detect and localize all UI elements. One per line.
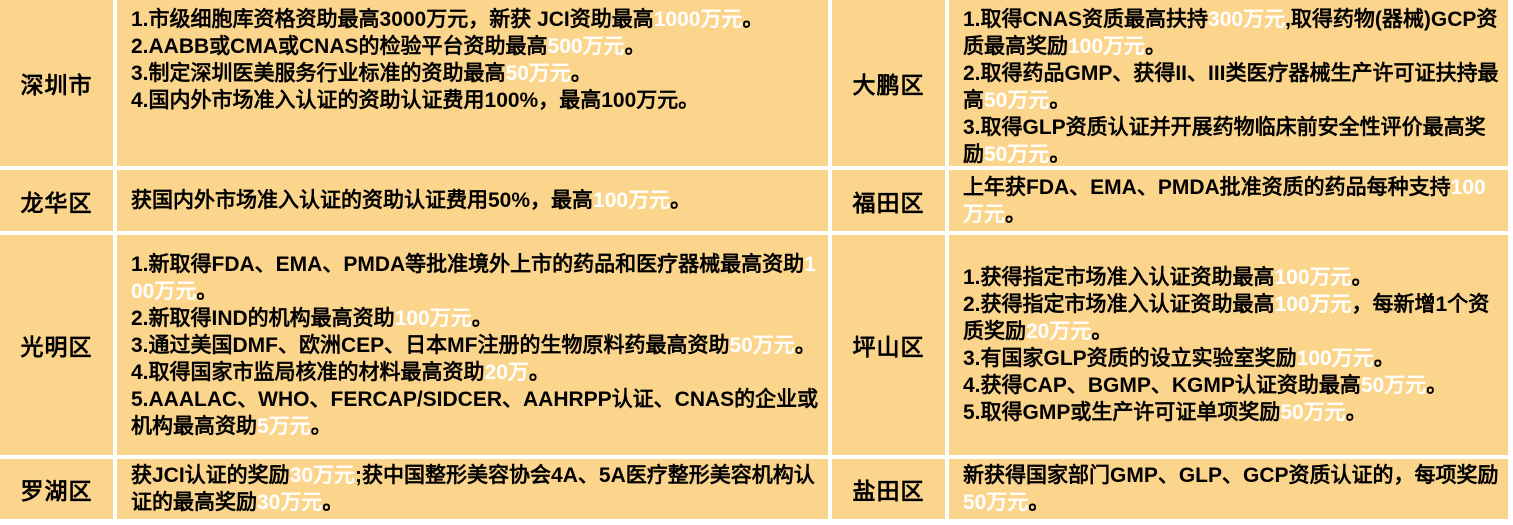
highlight-amount: 50万元 <box>984 89 1050 112</box>
subsidy-item: 1.市级细胞库资格资助最高3000万元，新获 JCI资助最高1000万元。 <box>131 8 764 31</box>
subsidy-item: 4.国内外市场准入认证的资助认证费用100%，最高100万元。 <box>131 89 700 112</box>
highlight-amount: 50万元 <box>1280 401 1346 424</box>
subsidy-item: 1.新取得FDA、EMA、PMDA等批准境外上市的药品和医疗器械最高资助100万… <box>131 252 816 303</box>
highlight-amount: 1000万元 <box>653 8 743 31</box>
district-name-cell: 罗湖区 <box>0 459 113 519</box>
highlight-amount: 100万元 <box>131 252 816 303</box>
subsidy-item: 新获得国家部门GMP、GLP、GCP资质认证的，每项奖励50万元。 <box>963 464 1499 514</box>
subsidy-item: 4.获得CAP、BGMP、KGMP认证资助最高50万元。 <box>963 374 1448 397</box>
subsidy-content-cell: 1.获得指定市场准入认证资助最高100万元。 2.获得指定市场准入认证资助最高10… <box>949 235 1508 455</box>
subsidy-item: 4.取得国家市监局核准的材料最高资助20万。 <box>131 360 550 384</box>
subsidy-item: 1.获得指定市场准入认证资助最高100万元。 <box>963 266 1373 289</box>
subsidy-item: 5.取得GMP或生产许可证单项奖励50万元。 <box>963 401 1367 424</box>
district-name-cell: 光明区 <box>0 235 113 455</box>
subsidy-item: 1.取得CNAS资质最高扶持300万元,取得药物(器械)GCP资质最高奖励100… <box>963 8 1498 58</box>
highlight-amount: 100万元 <box>1274 266 1352 289</box>
subsidy-item: 获国内外市场准入认证的资助认证费用50%，最高100万元。 <box>131 189 692 212</box>
district-name-cell: 大鹏区 <box>832 0 945 166</box>
subsidy-item: 2.新取得IND的机构最高资助100万元。 <box>131 306 493 330</box>
highlight-amount: 100万元 <box>394 306 472 330</box>
highlight-amount: 30万元 <box>257 491 323 514</box>
district-name-cell: 盐田区 <box>832 459 945 519</box>
highlight-amount: 300万元 <box>1208 8 1286 31</box>
subsidy-item: 3.通过美国DMF、欧洲CEP、日本MF注册的生物原料药最高资助50万元。 <box>131 333 816 357</box>
highlight-amount: 20万 <box>484 360 529 384</box>
subsidy-content-cell: 上年获FDA、EMA、PMDA批准资质的药品每种支持100万元。 <box>949 170 1508 231</box>
highlight-amount: 100万元 <box>593 189 671 212</box>
subsidy-content-cell: 1.新取得FDA、EMA、PMDA等批准境外上市的药品和医疗器械最高资助100万… <box>117 235 828 455</box>
highlight-amount: 5万元 <box>257 414 311 438</box>
subsidy-item: 上年获FDA、EMA、PMDA批准资质的药品每种支持100万元。 <box>963 175 1486 226</box>
district-name-cell: 深圳市 <box>0 0 113 166</box>
subsidy-item: 3.制定深圳医美服务行业标准的资助最高50万元。 <box>131 62 592 85</box>
subsidy-item: 3.有国家GLP资质的设立实验室奖励100万元。 <box>963 347 1395 370</box>
highlight-amount: 50万元 <box>505 62 571 85</box>
highlight-amount: 50万元 <box>984 143 1050 166</box>
highlight-amount: 50万元 <box>1360 374 1427 397</box>
highlight-amount: 100万元 <box>1296 347 1374 370</box>
subsidy-item: 2.取得药品GMP、获得II、III类医疗器械生产许可证扶持最高50万元。 <box>963 62 1499 112</box>
highlight-amount: 20万元 <box>1026 320 1092 343</box>
subsidy-item: 2.AABB或CMA或CNAS的检验平台资助最高500万元。 <box>131 35 646 58</box>
subsidy-item: 获JCI认证的奖励30万元;获中国整形美容协会4A、5A医疗整形美容机构认证的最… <box>131 464 815 514</box>
subsidy-item: 2.获得指定市场准入认证资助最高100万元，每新增1个资质奖励20万元。 <box>963 293 1490 343</box>
subsidy-content-cell: 获国内外市场准入认证的资助认证费用50%，最高100万元。 <box>117 170 828 231</box>
highlight-amount: 30万元 <box>289 464 356 487</box>
highlight-amount: 50万元 <box>729 333 795 357</box>
highlight-amount: 100万元 <box>1274 293 1352 316</box>
highlight-amount: 100万元 <box>1068 35 1146 58</box>
highlight-amount: 100万元 <box>963 175 1486 226</box>
subsidy-item: 3.取得GLP资质认证并开展药物临床前安全性评价最高奖励50万元。 <box>963 116 1486 166</box>
district-name-cell: 坪山区 <box>832 235 945 455</box>
highlight-amount: 500万元 <box>547 35 625 58</box>
subsidy-item: 5.AAALAC、WHO、FERCAP/SIDCER、AAHRPP认证、CNAS… <box>131 387 819 438</box>
subsidy-content-cell: 新获得国家部门GMP、GLP、GCP资质认证的，每项奖励50万元。 <box>949 459 1508 519</box>
district-name-cell: 福田区 <box>832 170 945 231</box>
subsidy-content-cell: 1.市级细胞库资格资助最高3000万元，新获 JCI资助最高1000万元。 2.A… <box>117 0 828 166</box>
subsidy-content-cell: 1.取得CNAS资质最高扶持300万元,取得药物(器械)GCP资质最高奖励100… <box>949 0 1508 166</box>
subsidy-content-cell: 获JCI认证的奖励30万元;获中国整形美容协会4A、5A医疗整形美容机构认证的最… <box>117 459 828 519</box>
district-name-cell: 龙华区 <box>0 170 113 231</box>
highlight-amount: 50万元 <box>963 491 1029 514</box>
